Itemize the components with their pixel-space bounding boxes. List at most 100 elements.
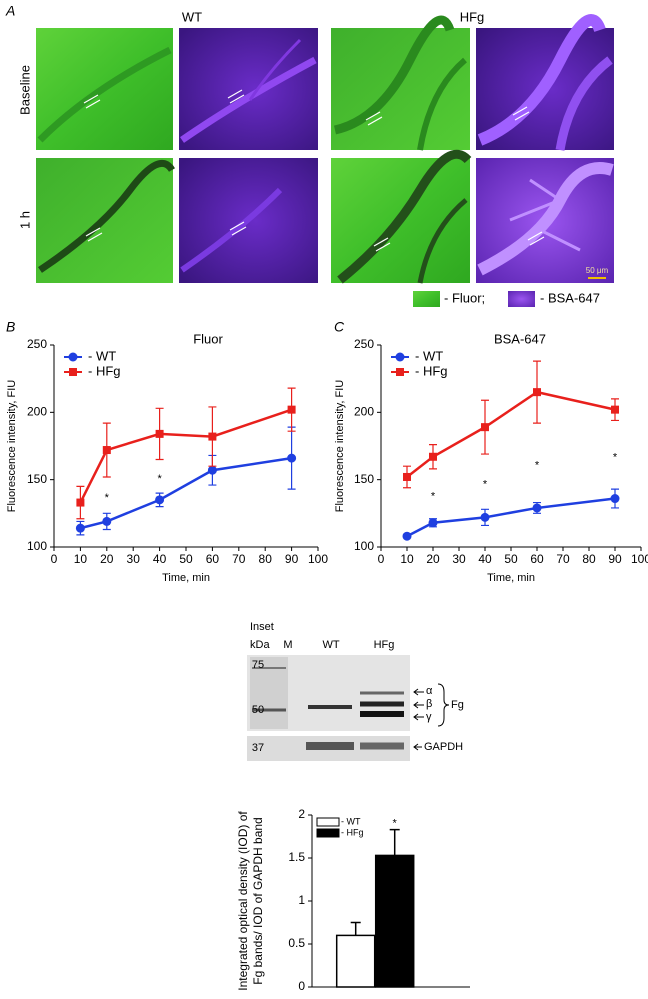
significance-mark: * <box>431 491 436 503</box>
significance-mark: * <box>613 452 618 464</box>
marker <box>481 423 489 432</box>
marker <box>532 503 542 513</box>
marker <box>396 368 404 376</box>
legend-swatch <box>316 828 340 838</box>
marker <box>428 518 438 528</box>
error-bar <box>350 921 361 936</box>
marker <box>208 432 217 441</box>
legend-swatch <box>316 817 340 827</box>
significance-mark: * <box>157 473 162 485</box>
marker-label: 37 <box>252 742 264 754</box>
row-label: 1 h <box>17 211 32 229</box>
lane-label: WT <box>322 639 339 651</box>
x-tick-label: 0 <box>51 552 58 566</box>
chain-label: α <box>426 685 433 697</box>
marker <box>102 446 111 455</box>
y-tick-label: 100 <box>27 539 47 553</box>
y-tick-label: 200 <box>27 405 47 419</box>
y-tick-label: 0.5 <box>288 936 305 950</box>
x-tick-label: 90 <box>285 552 299 566</box>
significance-mark: * <box>393 818 398 830</box>
chart-title: Fluor <box>193 331 223 346</box>
series-line <box>80 456 292 530</box>
legend-label: - HFg <box>341 827 364 837</box>
y-tick-label: 150 <box>354 472 374 486</box>
x-axis-label: Time, min <box>487 572 535 584</box>
y-tick-label: 200 <box>354 405 374 419</box>
column-label: WT <box>182 9 202 24</box>
lane-label: HFg <box>374 639 395 651</box>
marker <box>403 472 411 481</box>
y-tick-label: 2 <box>298 807 305 821</box>
chain-label: γ <box>426 711 432 723</box>
marker <box>155 429 164 438</box>
control-label: GAPDH <box>424 741 463 753</box>
marker <box>102 516 112 526</box>
marker <box>287 453 297 463</box>
series-line <box>406 390 616 478</box>
marker <box>533 388 541 397</box>
panel-label: B <box>6 319 15 335</box>
x-tick-label: 60 <box>206 552 220 566</box>
marker <box>75 523 85 533</box>
row-label: Baseline <box>17 65 32 115</box>
marker <box>610 494 620 504</box>
marker <box>155 495 165 505</box>
lane-label: M <box>283 639 292 651</box>
panel-label: A <box>5 3 15 19</box>
y-tick-label: 250 <box>354 337 374 351</box>
x-tick-label: 100 <box>631 552 648 566</box>
series-line <box>406 497 616 538</box>
x-tick-label: 10 <box>74 552 88 566</box>
x-tick-label: 50 <box>504 552 518 566</box>
chart-title: BSA-647 <box>494 331 546 346</box>
y-tick-label: 1.5 <box>288 850 305 864</box>
y-tick-label: 250 <box>27 337 47 351</box>
protein-label: Fg <box>451 699 464 711</box>
x-tick-label: 100 <box>308 552 328 566</box>
marker <box>68 352 78 362</box>
marker <box>395 352 405 362</box>
marker <box>207 465 217 475</box>
legend-label: - WT <box>88 348 116 363</box>
legend-label: - BSA-647 <box>540 290 600 305</box>
x-tick-label: 80 <box>582 552 596 566</box>
x-axis-label: Time, min <box>162 572 210 584</box>
significance-mark: * <box>483 479 488 491</box>
western-blot <box>247 655 450 761</box>
x-tick-label: 90 <box>608 552 622 566</box>
error-bar <box>389 828 400 856</box>
micrographs <box>36 14 614 284</box>
legend-label: - WT <box>341 816 361 826</box>
bar <box>374 854 415 988</box>
y-tick-label: 0 <box>298 979 305 993</box>
kda-header: kDa <box>250 639 270 651</box>
x-tick-label: 60 <box>530 552 544 566</box>
x-tick-label: 50 <box>179 552 193 566</box>
y-tick-label: 150 <box>27 472 47 486</box>
x-tick-label: 70 <box>556 552 570 566</box>
scale-bar-label: 50 μm <box>586 266 609 275</box>
legend-label: - HFg <box>88 363 121 378</box>
legend-label: - HFg <box>415 363 448 378</box>
marker <box>611 405 619 414</box>
y-axis-label: Fg bands/ IOD of GAPDH band <box>251 817 265 984</box>
marker <box>429 452 437 461</box>
legend-swatch <box>508 291 535 307</box>
x-tick-label: 20 <box>100 552 114 566</box>
y-tick-label: 1 <box>298 893 305 907</box>
x-tick-label: 40 <box>153 552 167 566</box>
bar <box>335 934 376 988</box>
marker <box>480 512 490 522</box>
marker <box>402 531 412 541</box>
column-label: HFg <box>460 9 485 24</box>
marker <box>287 405 296 414</box>
x-tick-label: 30 <box>452 552 466 566</box>
series-line <box>79 408 293 504</box>
x-tick-label: 70 <box>232 552 246 566</box>
significance-mark: * <box>535 460 540 472</box>
legend-swatch <box>413 291 440 307</box>
marker-label: 75 <box>252 659 264 671</box>
panel-label: C <box>334 319 345 335</box>
